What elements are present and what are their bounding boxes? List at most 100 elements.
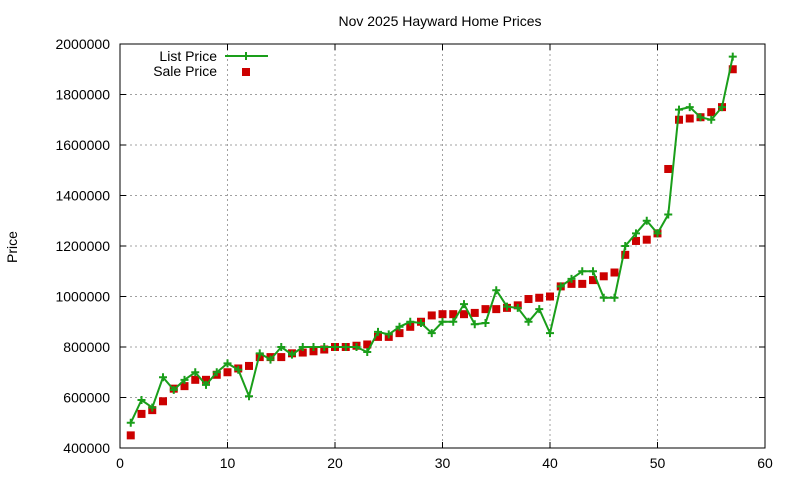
sale-price-point <box>277 353 286 362</box>
list-price-point <box>331 343 339 351</box>
list-price-point <box>535 305 544 314</box>
sale-price-point <box>578 279 587 288</box>
list-price-point <box>191 368 200 377</box>
sale-price-point <box>642 235 651 244</box>
sale-price-point <box>492 305 501 314</box>
sale-price-point <box>685 114 694 123</box>
legend-label-list-price: List Price <box>159 48 217 64</box>
sale-price-point <box>728 65 737 74</box>
sale-price-point <box>460 310 468 319</box>
list-price-point <box>556 282 565 291</box>
plot-frame <box>119 43 766 449</box>
sale-price-point <box>180 382 189 391</box>
y-tick-label: 1200000 <box>55 238 110 254</box>
sale-price-point <box>524 295 533 304</box>
y-tick-label: 600000 <box>63 390 110 406</box>
list-price-point <box>664 210 673 219</box>
sale-price-point <box>599 272 608 281</box>
x-tick-label: 10 <box>220 455 236 471</box>
list-price-point <box>352 343 361 351</box>
x-tick-label: 40 <box>542 455 558 471</box>
y-axis-label: Price <box>4 231 20 263</box>
list-price-point <box>320 343 329 351</box>
list-price-point <box>610 293 619 302</box>
list-price-point <box>417 319 425 328</box>
list-price-point <box>288 350 296 359</box>
y-tick-label: 1600000 <box>55 137 110 153</box>
sale-price-point <box>632 236 640 245</box>
list-price-point <box>685 103 694 112</box>
list-price-point <box>148 403 157 412</box>
list-price-point <box>126 418 135 427</box>
x-tick-label: 30 <box>435 455 451 471</box>
list-price-point <box>513 303 522 312</box>
list-price-point <box>621 242 630 250</box>
sale-price-point <box>395 329 404 338</box>
legend-marker-list-price <box>242 52 250 60</box>
list-price-point <box>223 359 232 368</box>
list-price-point <box>481 319 490 328</box>
list-price-point <box>524 317 533 326</box>
series-layer <box>126 52 737 440</box>
list-price-point <box>180 375 189 384</box>
sale-price-point <box>481 305 490 314</box>
sale-price-point <box>191 375 200 384</box>
x-tick-label: 20 <box>327 455 343 471</box>
list-price-point <box>212 368 221 377</box>
list-price-point <box>298 343 307 351</box>
list-price-point <box>245 392 253 401</box>
list-price-point <box>406 317 415 326</box>
y-tick-label: 2000000 <box>55 36 110 52</box>
list-price-point <box>341 343 350 351</box>
list-price-point <box>567 274 576 283</box>
list-price-point <box>449 317 458 326</box>
list-price-point <box>309 343 318 351</box>
list-price-point <box>503 302 511 311</box>
sale-price-point <box>298 348 307 357</box>
y-tick-label: 1000000 <box>55 289 110 305</box>
list-price-point <box>718 103 726 112</box>
sale-price-point <box>406 322 415 331</box>
sale-price-point <box>126 431 135 440</box>
sale-price-point <box>374 332 382 341</box>
sale-price-point <box>546 292 554 301</box>
list-price-point <box>169 385 178 394</box>
y-tick-label: 800000 <box>63 339 110 355</box>
sale-price-point <box>567 279 576 288</box>
list-price-point <box>137 396 146 405</box>
sale-price-point <box>159 397 167 406</box>
sale-price-point <box>427 311 436 320</box>
list-price-point <box>696 113 705 122</box>
list-price-point <box>384 330 393 339</box>
list-price-point <box>374 327 382 336</box>
sale-price-point <box>449 310 458 319</box>
y-tick-label: 1400000 <box>55 188 110 204</box>
list-price-point <box>395 322 404 331</box>
sale-price-point <box>675 115 683 124</box>
x-tick-label: 0 <box>116 455 124 471</box>
list-price-point <box>728 52 737 61</box>
x-tick-label: 50 <box>650 455 666 471</box>
legend-marker-sale-price <box>242 68 250 76</box>
x-tick-label: 60 <box>757 455 773 471</box>
sale-price-point <box>137 409 146 418</box>
list-price-point <box>653 229 662 238</box>
sale-price-point <box>589 276 597 285</box>
list-price-point <box>675 105 683 114</box>
list-price-point <box>159 373 167 382</box>
axis-ticks: 400000 600000 800000 1000000 1200000 1400000 1… <box>55 36 773 471</box>
list-price-point <box>589 267 597 276</box>
list-price-point <box>632 229 640 238</box>
chart-title: Nov 2025 Hayward Home Prices <box>338 13 541 29</box>
list-price-point <box>277 343 286 351</box>
sale-price-point <box>535 293 544 302</box>
sale-price-point <box>363 340 372 349</box>
list-price-point <box>492 286 501 295</box>
sale-price-point <box>664 164 673 173</box>
list-price-point <box>460 300 468 309</box>
y-tick-label: 1800000 <box>55 87 110 103</box>
sale-price-point <box>470 308 479 317</box>
sale-price-point <box>223 368 232 377</box>
